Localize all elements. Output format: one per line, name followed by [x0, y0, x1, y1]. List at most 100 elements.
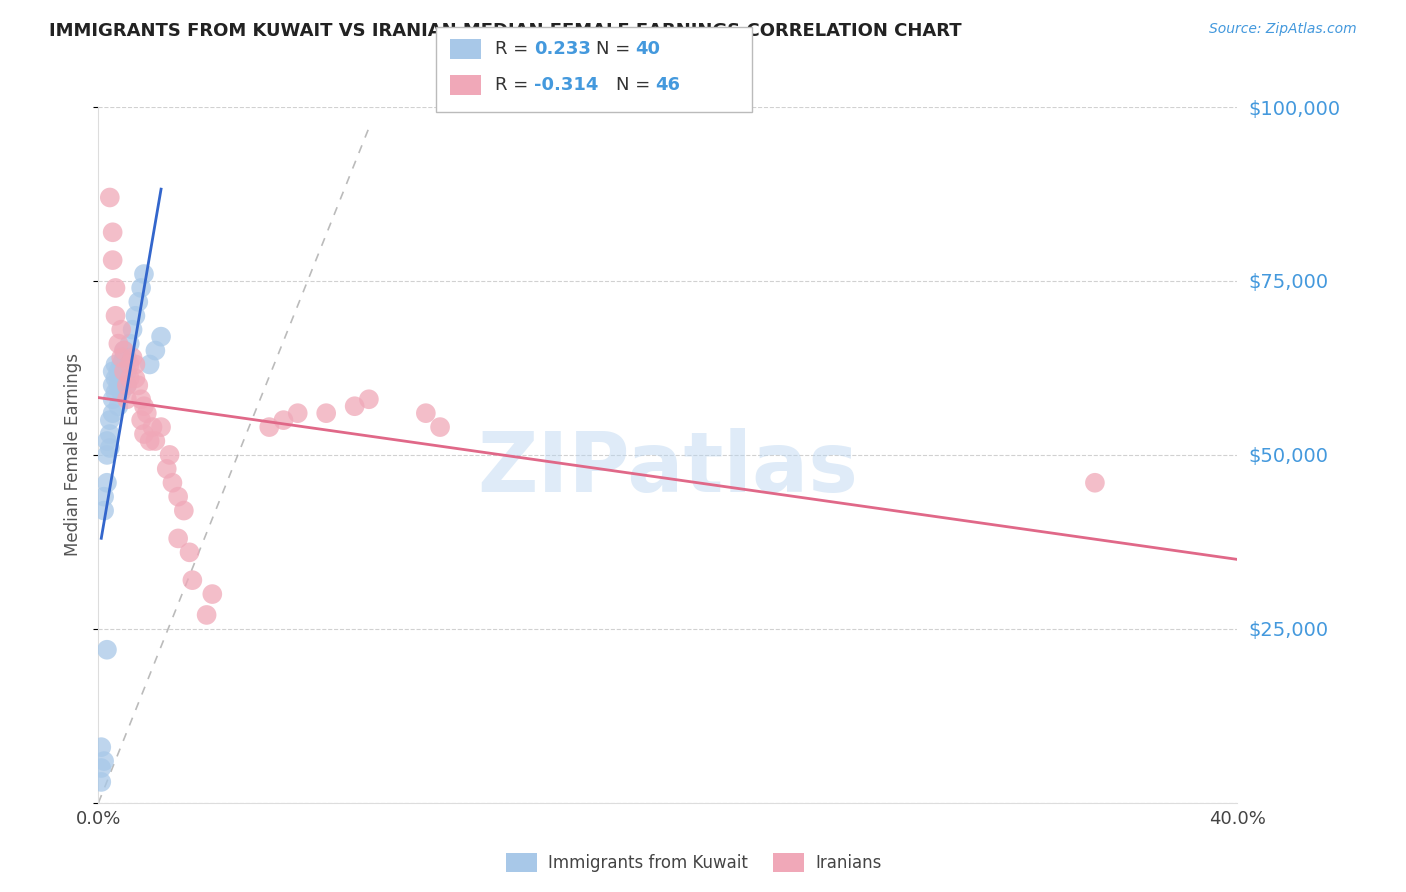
- Point: [159, 448, 181, 462]
- Point: [104, 385, 127, 400]
- Point: [96, 475, 118, 490]
- Text: ZIPatlas: ZIPatlas: [478, 428, 858, 509]
- Point: [156, 462, 179, 476]
- Point: [195, 607, 218, 622]
- Point: [112, 343, 135, 358]
- Point: [110, 385, 132, 400]
- Point: [145, 434, 167, 448]
- Point: [273, 413, 295, 427]
- Point: [101, 364, 124, 378]
- Point: [343, 399, 366, 413]
- Point: [429, 420, 451, 434]
- Point: [90, 761, 112, 775]
- Point: [179, 545, 201, 559]
- Point: [162, 475, 184, 490]
- Point: [167, 532, 190, 546]
- Text: N =: N =: [596, 40, 636, 58]
- Point: [115, 364, 138, 378]
- Point: [129, 413, 152, 427]
- Point: [167, 490, 190, 504]
- Point: [101, 253, 124, 268]
- Point: [115, 378, 138, 392]
- Point: [121, 323, 143, 337]
- Point: [150, 329, 173, 343]
- Point: [104, 309, 127, 323]
- Point: [104, 281, 127, 295]
- Point: [150, 420, 173, 434]
- Point: [101, 225, 124, 239]
- Point: [104, 358, 127, 372]
- Point: [118, 358, 141, 372]
- Point: [138, 358, 160, 372]
- Point: [96, 434, 118, 448]
- Point: [110, 358, 132, 372]
- Text: IMMIGRANTS FROM KUWAIT VS IRANIAN MEDIAN FEMALE EARNINGS CORRELATION CHART: IMMIGRANTS FROM KUWAIT VS IRANIAN MEDIAN…: [49, 22, 962, 40]
- Point: [129, 392, 152, 407]
- Point: [287, 406, 309, 420]
- Point: [145, 343, 167, 358]
- Point: [259, 420, 281, 434]
- Y-axis label: Median Female Earnings: Median Female Earnings: [65, 353, 83, 557]
- Point: [132, 267, 155, 281]
- Point: [101, 378, 124, 392]
- Point: [93, 503, 115, 517]
- Point: [127, 294, 149, 309]
- Point: [98, 441, 121, 455]
- Point: [115, 392, 138, 407]
- Point: [98, 427, 121, 442]
- Point: [129, 281, 152, 295]
- Point: [112, 364, 135, 378]
- Point: [98, 190, 121, 204]
- Point: [104, 371, 127, 385]
- Point: [118, 371, 141, 385]
- Point: [107, 364, 129, 378]
- Text: Iranians: Iranians: [815, 854, 882, 871]
- Text: 0.233: 0.233: [534, 40, 591, 58]
- Point: [124, 358, 146, 372]
- Point: [98, 413, 121, 427]
- Text: Source: ZipAtlas.com: Source: ZipAtlas.com: [1209, 22, 1357, 37]
- Text: -0.314: -0.314: [534, 76, 599, 94]
- Point: [101, 392, 124, 407]
- Point: [132, 427, 155, 442]
- Point: [107, 399, 129, 413]
- Text: N =: N =: [616, 76, 655, 94]
- Point: [141, 420, 163, 434]
- Point: [135, 406, 157, 420]
- Text: Immigrants from Kuwait: Immigrants from Kuwait: [548, 854, 748, 871]
- Point: [415, 406, 437, 420]
- Point: [90, 740, 112, 755]
- Point: [124, 309, 146, 323]
- Point: [173, 503, 195, 517]
- Point: [181, 573, 204, 587]
- Point: [132, 399, 155, 413]
- Point: [110, 351, 132, 365]
- Point: [101, 406, 124, 420]
- Point: [115, 351, 138, 365]
- Point: [107, 336, 129, 351]
- Point: [124, 371, 146, 385]
- Point: [121, 351, 143, 365]
- Point: [201, 587, 224, 601]
- Point: [110, 323, 132, 337]
- Point: [110, 371, 132, 385]
- Point: [1084, 475, 1107, 490]
- Point: [138, 434, 160, 448]
- Point: [112, 351, 135, 365]
- Point: [107, 378, 129, 392]
- Text: R =: R =: [495, 40, 534, 58]
- Point: [357, 392, 380, 407]
- Point: [93, 754, 115, 768]
- Point: [127, 378, 149, 392]
- Point: [118, 336, 141, 351]
- Point: [90, 775, 112, 789]
- Text: 46: 46: [655, 76, 681, 94]
- Point: [112, 343, 135, 358]
- Point: [115, 378, 138, 392]
- Point: [315, 406, 337, 420]
- Point: [96, 448, 118, 462]
- Point: [93, 490, 115, 504]
- Text: 40: 40: [636, 40, 661, 58]
- Text: R =: R =: [495, 76, 534, 94]
- Point: [96, 642, 118, 657]
